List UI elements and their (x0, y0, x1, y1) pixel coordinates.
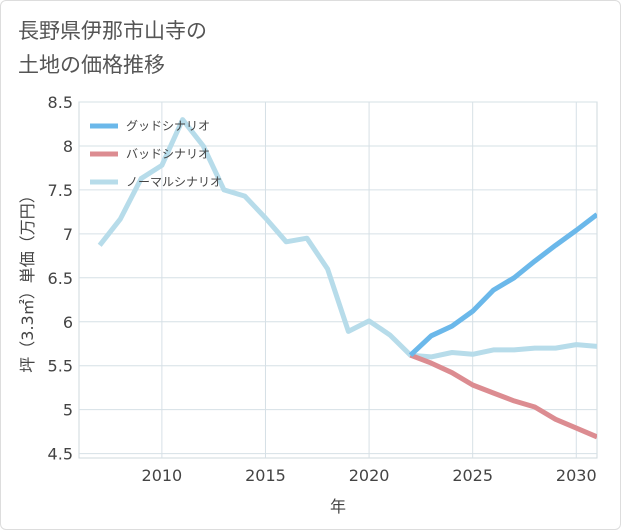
x-axis-label: 年 (330, 497, 346, 516)
y-tick-label: 7 (63, 225, 73, 244)
x-tick-label: 2020 (349, 466, 390, 485)
legend-label: グッドシナリオ (126, 119, 210, 133)
y-tick-label: 6 (63, 313, 73, 332)
y-tick-label: 6.5 (48, 269, 73, 288)
chart-title-line-1: 長野県伊那市山寺の (18, 19, 207, 43)
x-tick-label: 2015 (245, 466, 286, 485)
x-axis-ticks: 2010 2015 2020 2025 2030 (142, 466, 597, 485)
chart-title: 長野県伊那市山寺の 土地の価格推移 (18, 14, 207, 82)
series-lines (97, 117, 597, 440)
y-tick-label: 4.5 (48, 445, 73, 464)
grid (78, 101, 598, 459)
x-tick-label: 2025 (452, 466, 493, 485)
y-tick-label: 8 (63, 137, 73, 156)
series-line-bad (409, 352, 597, 440)
series-line-normal (97, 117, 597, 360)
y-tick-label: 5 (63, 401, 73, 420)
legend-label: バッドシナリオ (126, 147, 210, 161)
y-axis-ticks: 4.5 5 5.5 6 6.5 7 7.5 8 8.5 (48, 93, 73, 464)
y-axis-label: 坪（3.3㎡）単価（万円） (18, 187, 37, 372)
chart-title-line-2: 土地の価格推移 (18, 53, 165, 77)
y-tick-label: 5.5 (48, 357, 73, 376)
x-tick-label: 2010 (142, 466, 183, 485)
x-tick-label: 2030 (556, 466, 597, 485)
series-line-good (408, 212, 597, 358)
y-tick-label: 8.5 (48, 93, 73, 112)
legend-label: ノーマルシナリオ (126, 175, 222, 189)
y-tick-label: 7.5 (48, 181, 73, 200)
